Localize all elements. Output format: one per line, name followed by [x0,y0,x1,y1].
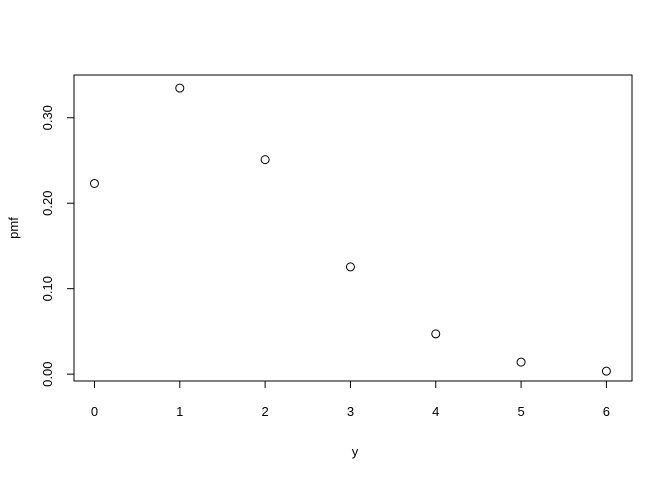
x-tick-label: 5 [517,404,524,419]
x-tick-label: 6 [603,404,610,419]
data-point [516,357,526,367]
data-point [89,178,99,188]
y-axis-label: pmf [6,217,21,239]
y-tick-label: 0.30 [40,105,55,130]
y-axis: 0.00 0.10 0.20 0.30 [40,105,75,387]
data-point [175,83,185,93]
data-point [345,262,355,272]
x-tick-label: 4 [432,404,439,419]
y-tick-label: 0.10 [40,276,55,301]
y-tick-label: 0.00 [40,362,55,387]
data-point [431,329,441,339]
y-tick-label: 0.20 [40,191,55,216]
data-points [89,83,611,376]
data-point [260,155,270,165]
x-tick-label: 1 [176,404,183,419]
plot-frame [73,74,633,382]
x-tick-label: 3 [347,404,354,419]
x-tick-label: 2 [262,404,269,419]
x-tick-label: 0 [91,404,98,419]
data-point [601,366,611,376]
x-axis-label: y [352,444,359,459]
x-axis: 0 1 2 3 4 5 6 [91,380,610,419]
